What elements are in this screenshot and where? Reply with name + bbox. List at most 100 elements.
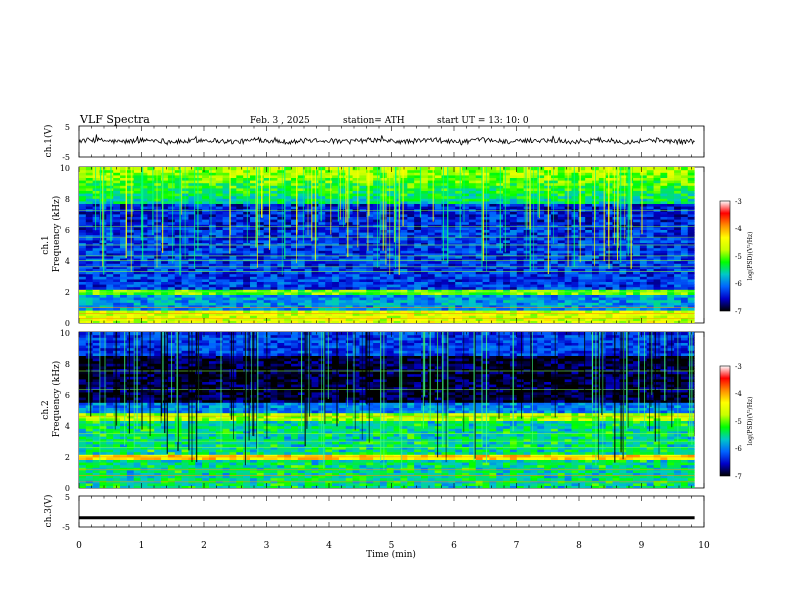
spectrogram-cell <box>250 247 258 251</box>
spectrogram-cell <box>284 216 292 220</box>
spectrogram-cell <box>537 317 545 321</box>
spectrogram-cell <box>208 247 217 251</box>
spectrogram-cell <box>523 250 532 254</box>
spectrogram-cell <box>332 169 340 173</box>
spectrogram-cell <box>318 242 326 246</box>
spectrogram-cell <box>318 193 326 197</box>
spectrogram-cell <box>523 239 532 243</box>
spectrogram-cell <box>633 245 641 249</box>
spectrogram-cell <box>400 198 408 202</box>
spectrogram-cell <box>633 239 641 243</box>
spectrogram-cell <box>270 229 278 233</box>
spectrogram-cell <box>373 299 381 303</box>
spectrogram-cell <box>291 203 299 207</box>
spectrogram-cell <box>325 234 333 238</box>
spectrogram-cell <box>400 310 408 314</box>
spectrogram-cell <box>256 167 265 171</box>
spectrogram-cell <box>393 219 402 223</box>
spectrogram-cell <box>236 278 244 282</box>
spectrogram-cell <box>133 286 142 290</box>
spectrogram-cell <box>544 294 552 298</box>
spectrogram-cell <box>598 299 607 303</box>
spectrogram-cell <box>352 278 361 282</box>
spectrogram-cell <box>557 216 566 220</box>
spectrogram-cell <box>256 268 265 272</box>
spectrogram-cell <box>639 289 648 293</box>
spectrogram-cell <box>85 190 94 194</box>
spectrogram-cell <box>79 180 87 184</box>
spectrogram-cell <box>571 299 579 303</box>
spectrogram-cell <box>154 276 162 280</box>
spectrogram-cell <box>379 265 388 269</box>
spectrogram-cell <box>126 213 135 217</box>
spectrogram-cell <box>167 198 176 202</box>
spectrogram-cell <box>270 190 278 194</box>
spectrogram-cell <box>208 299 217 303</box>
spectrogram-cell <box>222 239 231 243</box>
spectrogram-cell <box>523 247 532 251</box>
spectrogram-cell <box>359 208 367 212</box>
spectrogram-cell <box>619 286 627 290</box>
spectrogram-cell <box>345 247 354 251</box>
spectrogram-cell <box>421 252 429 256</box>
spectrogram-cell <box>509 180 518 184</box>
spectrogram-cell <box>215 271 224 275</box>
spectrogram-cell <box>544 284 552 288</box>
spectrogram-cell <box>304 242 313 246</box>
spectrogram-cell <box>195 195 203 199</box>
spectrogram-cell <box>85 291 94 295</box>
spectrogram-cell <box>462 315 470 319</box>
spectrogram-cell <box>427 278 436 282</box>
spectrogram-cell <box>85 232 94 236</box>
spectrogram-cell <box>208 320 217 323</box>
spectrogram-cell <box>332 224 340 228</box>
spectrogram-cell <box>133 219 142 223</box>
spectrogram-cell <box>79 169 87 173</box>
spectrogram-cell <box>509 291 518 295</box>
spectrogram-cell <box>550 219 559 223</box>
spectrogram-cell <box>85 245 94 249</box>
spectrogram-cell <box>106 193 114 197</box>
spectrogram-cell <box>140 284 148 288</box>
spectrogram-cell <box>188 237 196 241</box>
spectrogram-cell <box>195 317 203 321</box>
spectrogram-cell <box>243 286 251 290</box>
spectrogram-cell <box>106 304 114 308</box>
spectrogram-cell <box>393 252 402 256</box>
spectrogram-cell <box>236 180 244 184</box>
spectrogram-cell <box>236 315 244 319</box>
spectrogram-cell <box>598 216 607 220</box>
spectrogram-cell <box>229 302 237 306</box>
spectrogram-cell <box>263 172 272 176</box>
spectrogram-cell <box>188 312 196 316</box>
spectrogram-cell <box>297 263 306 267</box>
spectrogram-cell <box>195 255 203 259</box>
spectrogram-cell <box>161 239 169 243</box>
spectrogram-cell <box>79 193 87 197</box>
spectrogram-cell <box>167 200 176 204</box>
spectrogram-cell <box>120 312 128 316</box>
spectrogram-cell <box>208 304 217 308</box>
spectrogram-cell <box>284 304 292 308</box>
spectrogram-cell <box>92 229 101 233</box>
spectrogram-cell <box>79 281 87 285</box>
spectrogram-cell <box>434 226 443 230</box>
spectrogram-cell <box>448 198 456 202</box>
spectrogram-cell <box>489 315 497 319</box>
spectrogram-cell <box>605 302 614 306</box>
spectrogram-cell <box>414 200 422 204</box>
spectrogram-cell <box>304 208 313 212</box>
spectrogram-cell <box>126 265 135 269</box>
spectrogram-cell <box>633 177 641 181</box>
spectrogram-cell <box>427 167 436 171</box>
spectrogram-cell <box>188 255 196 259</box>
spectrogram-cell <box>530 245 538 249</box>
spectrogram-cell <box>619 226 627 230</box>
spectrogram-cell <box>393 247 402 251</box>
spectrogram-cell <box>195 177 203 181</box>
spectrogram-cell <box>448 219 456 223</box>
spectrogram-cell <box>352 211 361 215</box>
spectrogram-cell <box>236 206 244 210</box>
spectrogram-cell <box>503 265 511 269</box>
spectrogram-cell <box>400 281 408 285</box>
